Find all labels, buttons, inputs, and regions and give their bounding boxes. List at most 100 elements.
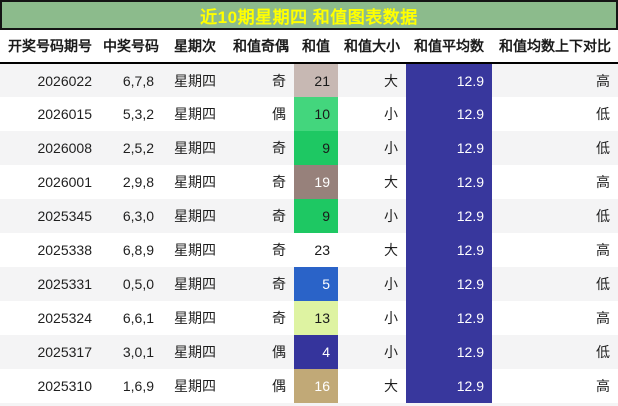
cell-weekday: 星期四 <box>174 106 216 122</box>
cell-sum-average: 12.9 <box>406 369 492 403</box>
cell-vs-average: 高 <box>596 72 610 89</box>
cell-sum-size: 小 <box>384 344 398 360</box>
cell-issue-number: 2025338 <box>37 242 92 258</box>
cell-weekday: 星期四 <box>174 174 216 190</box>
table-row: 2025324 6,6,1 星期四 奇 13 小 12.9 高 <box>0 301 618 335</box>
column-header-numbers: 中奖号码 <box>100 30 162 64</box>
column-header-parity: 和值奇偶 <box>228 30 294 64</box>
table-row: 2026001 2,9,8 星期四 奇 19 大 12.9 高 <box>0 165 618 199</box>
cell-sum-value: 13 <box>294 301 338 335</box>
cell-issue-number: 2026022 <box>37 72 92 89</box>
cell-sum-parity: 奇 <box>272 208 286 224</box>
cell-sum-size: 小 <box>384 140 398 156</box>
cell-sum-average: 12.9 <box>406 63 492 97</box>
table-header-row: 开奖号码期号 中奖号码 星期次 和值奇偶 和值 和值大小 和值平均数 和值均数上下对比 <box>0 30 618 64</box>
cell-winning-numbers: 5,3,2 <box>122 106 154 122</box>
cell-winning-numbers: 1,6,9 <box>122 378 154 394</box>
table-row: 2025338 6,8,9 星期四 奇 23 大 12.9 高 <box>0 233 618 267</box>
cell-issue-number: 2026015 <box>37 106 92 122</box>
cell-sum-size: 大 <box>384 378 398 394</box>
cell-sum-size: 小 <box>384 208 398 224</box>
cell-winning-numbers: 0,5,0 <box>122 276 154 292</box>
cell-sum-parity: 奇 <box>272 242 286 258</box>
table-row: 2025310 1,6,9 星期四 偶 16 大 12.9 高 <box>0 369 618 403</box>
cell-vs-average: 高 <box>596 174 610 190</box>
column-header-vs_avg: 和值均数上下对比 <box>492 30 618 64</box>
table-title: 近10期星期四 和值图表数据 <box>200 7 418 27</box>
cell-sum-value: 4 <box>294 335 338 369</box>
cell-issue-number: 2026001 <box>37 174 92 190</box>
column-header-average: 和值平均数 <box>406 30 492 64</box>
column-header-issue: 开奖号码期号 <box>0 30 100 64</box>
cell-vs-average: 低 <box>596 344 610 360</box>
cell-sum-average: 12.9 <box>406 97 492 131</box>
cell-sum-parity: 奇 <box>272 276 286 292</box>
cell-weekday: 星期四 <box>174 242 216 258</box>
table-row: 2025317 3,0,1 星期四 偶 4 小 12.9 低 <box>0 335 618 369</box>
cell-sum-value: 9 <box>294 199 338 233</box>
cell-winning-numbers: 6,6,1 <box>122 310 154 326</box>
cell-sum-average: 12.9 <box>406 233 492 267</box>
cell-sum-size: 大 <box>384 72 398 89</box>
cell-sum-size: 大 <box>384 174 398 190</box>
cell-sum-parity: 偶 <box>272 106 286 122</box>
cell-sum-size: 小 <box>384 276 398 292</box>
table-row: 2026022 6,7,8 星期四 奇 21 大 12.9 高 <box>0 63 618 97</box>
table-row: 2026015 5,3,2 星期四 偶 10 小 12.9 低 <box>0 97 618 131</box>
cell-sum-value: 23 <box>314 242 330 258</box>
cell-issue-number: 2025345 <box>37 208 92 224</box>
cell-vs-average: 高 <box>596 242 610 258</box>
cell-sum-parity: 奇 <box>272 310 286 326</box>
cell-sum-value: 9 <box>294 131 338 165</box>
cell-sum-parity: 奇 <box>272 174 286 190</box>
cell-sum-size: 小 <box>384 106 398 122</box>
cell-sum-parity: 偶 <box>272 378 286 394</box>
cell-winning-numbers: 2,5,2 <box>122 140 154 156</box>
cell-winning-numbers: 2,9,8 <box>122 174 154 190</box>
cell-weekday: 星期四 <box>174 140 216 156</box>
cell-sum-value: 10 <box>294 97 338 131</box>
cell-sum-value: 16 <box>294 369 338 403</box>
cell-sum-average: 12.9 <box>406 199 492 233</box>
cell-weekday: 星期四 <box>174 378 216 394</box>
cell-issue-number: 2025324 <box>37 310 92 326</box>
cell-vs-average: 低 <box>596 208 610 224</box>
cell-vs-average: 高 <box>596 310 610 326</box>
cell-winning-numbers: 6,3,0 <box>122 208 154 224</box>
cell-issue-number: 2025317 <box>37 344 92 360</box>
column-header-weekday: 星期次 <box>162 30 228 64</box>
column-header-sum: 和值 <box>294 30 338 64</box>
sum-data-table: 开奖号码期号 中奖号码 星期次 和值奇偶 和值 和值大小 和值平均数 和值均数上下对比 202… <box>0 30 618 403</box>
cell-winning-numbers: 6,7,8 <box>122 72 154 89</box>
cell-weekday: 星期四 <box>174 72 216 89</box>
cell-sum-parity: 奇 <box>272 72 286 89</box>
cell-issue-number: 2025331 <box>37 276 92 292</box>
cell-sum-average: 12.9 <box>406 267 492 301</box>
cell-vs-average: 低 <box>596 276 610 292</box>
cell-sum-value: 21 <box>294 63 338 97</box>
cell-weekday: 星期四 <box>174 310 216 326</box>
cell-sum-average: 12.9 <box>406 165 492 199</box>
table-row: 2026008 2,5,2 星期四 奇 9 小 12.9 低 <box>0 131 618 165</box>
cell-weekday: 星期四 <box>174 208 216 224</box>
cell-sum-parity: 奇 <box>272 140 286 156</box>
partial-next-row-strip <box>0 403 618 406</box>
cell-vs-average: 低 <box>596 140 610 156</box>
cell-issue-number: 2025310 <box>37 378 92 394</box>
table-row: 2025345 6,3,0 星期四 奇 9 小 12.9 低 <box>0 199 618 233</box>
cell-sum-average: 12.9 <box>406 131 492 165</box>
cell-issue-number: 2026008 <box>37 140 92 156</box>
cell-sum-value: 5 <box>294 267 338 301</box>
cell-sum-average: 12.9 <box>406 301 492 335</box>
cell-sum-size: 大 <box>384 242 398 258</box>
cell-sum-value: 19 <box>294 165 338 199</box>
cell-weekday: 星期四 <box>174 276 216 292</box>
cell-winning-numbers: 6,8,9 <box>122 242 154 258</box>
cell-sum-average: 12.9 <box>406 335 492 369</box>
table-row: 2025331 0,5,0 星期四 奇 5 小 12.9 低 <box>0 267 618 301</box>
cell-winning-numbers: 3,0,1 <box>122 344 154 360</box>
cell-vs-average: 低 <box>596 106 610 122</box>
cell-vs-average: 高 <box>596 378 610 394</box>
cell-sum-size: 小 <box>384 310 398 326</box>
